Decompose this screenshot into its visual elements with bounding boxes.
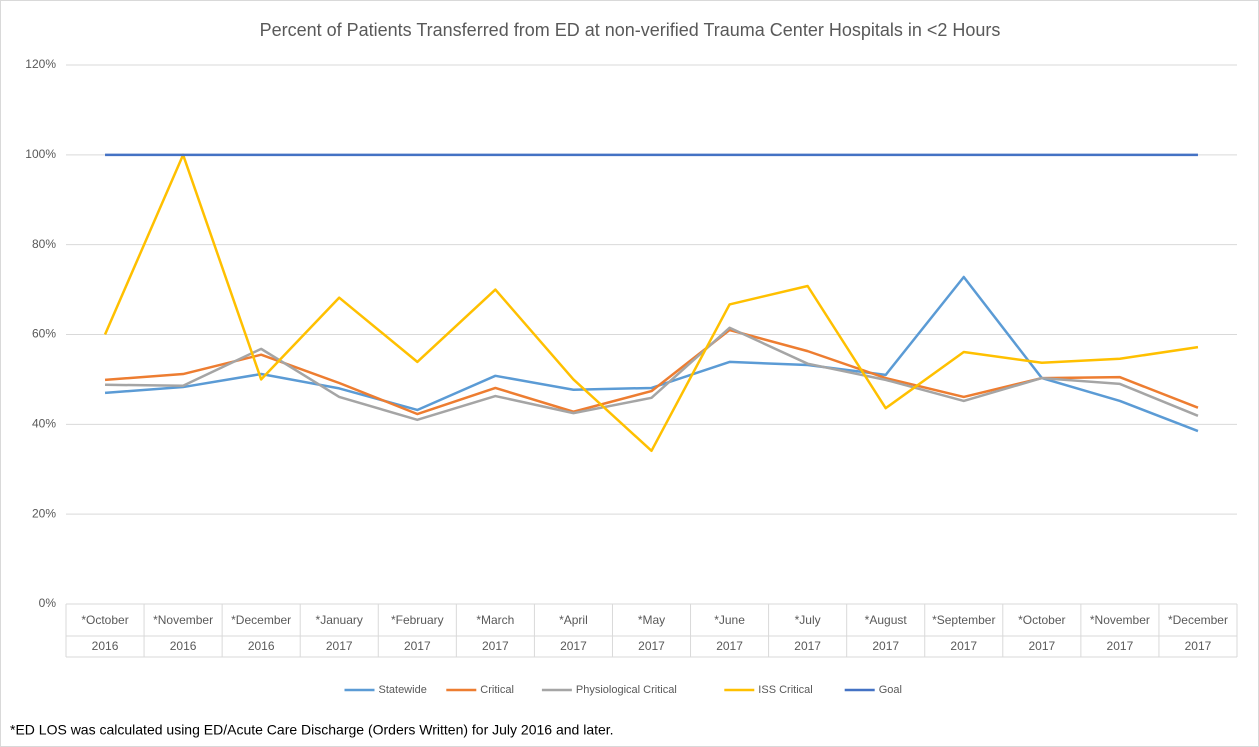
x-tick-label: *March	[476, 613, 514, 627]
x-tick-year: 2017	[716, 639, 743, 653]
x-tick-label: *December	[1168, 613, 1228, 627]
x-tick-label: *October	[1018, 613, 1065, 627]
x-tick-year: 2017	[560, 639, 587, 653]
y-tick-label: 40%	[32, 417, 56, 431]
y-tick-label: 20%	[32, 506, 56, 520]
x-tick-label: *September	[932, 613, 995, 627]
legend-label: Statewide	[379, 684, 427, 696]
x-tick-year: 2017	[1185, 639, 1212, 653]
x-tick-year: 2017	[794, 639, 821, 653]
y-tick-label: 60%	[32, 327, 56, 341]
chart-title: Percent of Patients Transferred from ED …	[260, 20, 1001, 40]
series-line	[103, 153, 1199, 453]
series-line	[104, 275, 1199, 433]
legend-label: Goal	[879, 684, 902, 696]
x-tick-label: *May	[638, 613, 665, 627]
legend-label: ISS Critical	[758, 684, 812, 696]
x-tick-label: *November	[1090, 613, 1150, 627]
x-tick-label: *July	[795, 613, 821, 627]
x-tick-label: *December	[231, 613, 291, 627]
footnote: *ED LOS was calculated using ED/Acute Ca…	[10, 722, 614, 738]
x-tick-year: 2017	[1028, 639, 1055, 653]
x-tick-label: *February	[391, 613, 444, 627]
legend-label: Critical	[480, 684, 514, 696]
y-tick-label: 120%	[25, 57, 56, 71]
legend-label: Physiological Critical	[576, 684, 677, 696]
x-tick-year: 2017	[404, 639, 431, 653]
x-tick-year: 2017	[1107, 639, 1134, 653]
y-tick-label: 0%	[39, 596, 57, 610]
x-tick-year: 2016	[92, 639, 119, 653]
x-tick-year: 2017	[872, 639, 899, 653]
x-tick-label: *January	[316, 613, 363, 627]
x-tick-label: *October	[81, 613, 128, 627]
x-tick-year: 2016	[248, 639, 275, 653]
x-tick-label: *June	[714, 613, 745, 627]
y-tick-label: 80%	[32, 237, 56, 251]
x-tick-label: *August	[865, 613, 908, 627]
x-tick-year: 2017	[326, 639, 353, 653]
series-line	[105, 326, 1199, 422]
x-tick-year: 2017	[950, 639, 977, 653]
y-tick-label: 100%	[25, 147, 56, 161]
x-tick-year: 2016	[170, 639, 197, 653]
x-tick-label: *November	[153, 613, 213, 627]
x-tick-year: 2017	[482, 639, 509, 653]
x-tick-label: *April	[559, 613, 588, 627]
x-tick-year: 2017	[638, 639, 665, 653]
